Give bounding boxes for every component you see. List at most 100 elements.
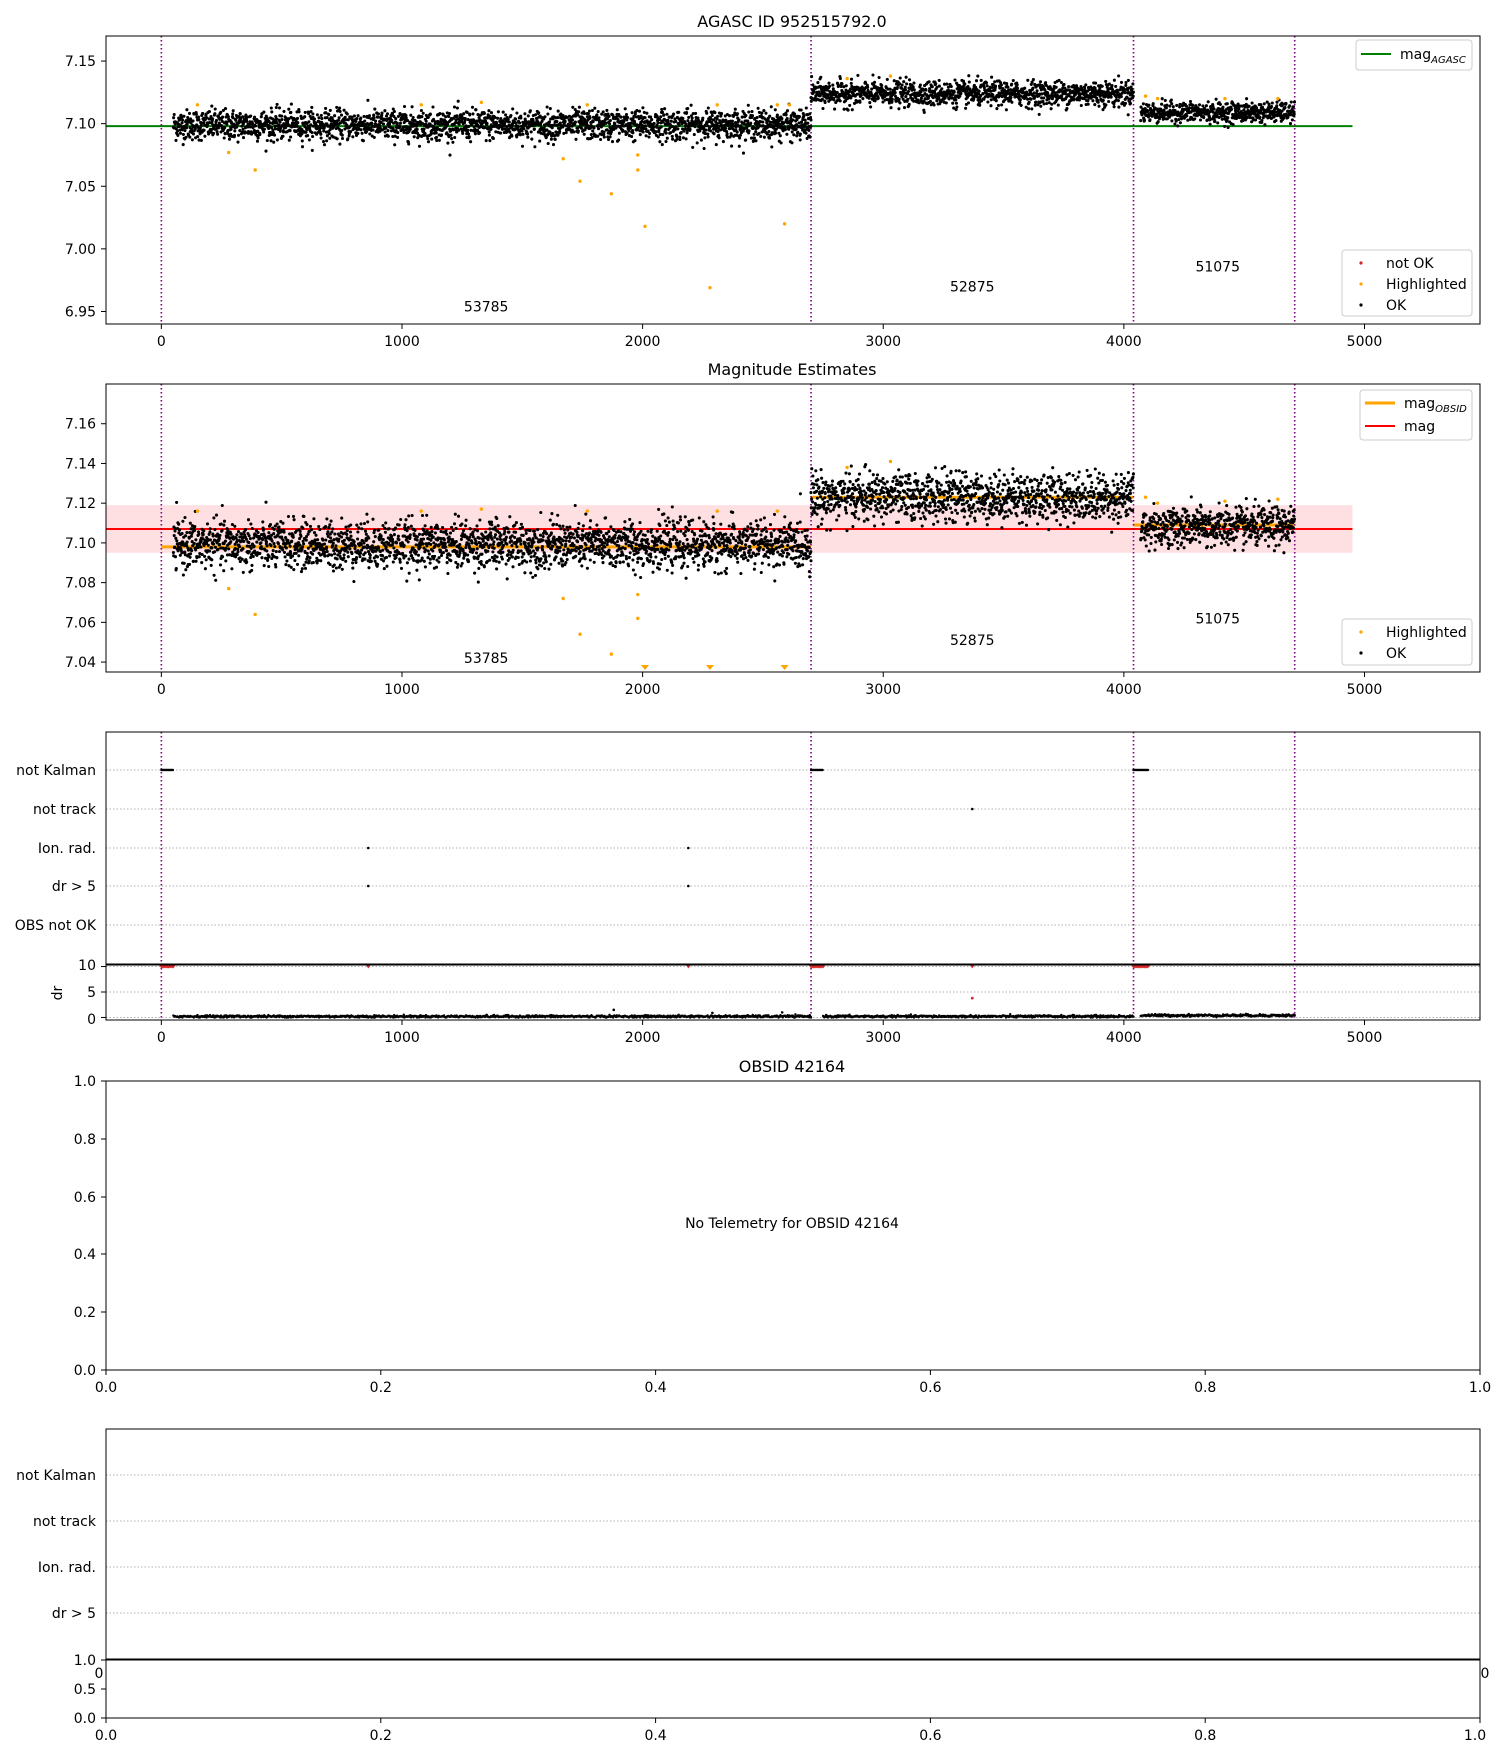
ok-point: [264, 149, 268, 153]
ok-point: [812, 90, 816, 94]
ok-point: [307, 111, 311, 116]
ok-point: [489, 111, 494, 115]
ok-point: [381, 122, 386, 126]
ok-point: [737, 144, 741, 148]
ok-point: [329, 519, 333, 523]
ok-point: [506, 117, 510, 121]
ok-point: [189, 534, 193, 538]
ok-point: [1163, 98, 1167, 102]
ok-point: [249, 114, 253, 118]
ok-point: [1174, 119, 1178, 123]
ok-point: [647, 135, 651, 139]
ok-point: [186, 115, 190, 120]
ok-point: [412, 135, 416, 139]
ok-point: [1142, 118, 1146, 122]
ok-point: [355, 523, 359, 527]
ok-point: [349, 534, 353, 538]
ok-point: [1004, 108, 1008, 112]
ok-point: [455, 106, 459, 110]
ok-point: [206, 543, 210, 547]
ok-point: [291, 514, 296, 518]
ok-point: [209, 130, 213, 134]
obsid-label: 52875: [950, 279, 995, 295]
ok-point: [816, 81, 820, 85]
ok-point: [171, 550, 175, 555]
ok-point: [180, 128, 184, 132]
ok-point: [422, 127, 426, 131]
ok-point: [218, 563, 223, 567]
ok-point: [1231, 122, 1235, 127]
ok-point: [327, 112, 331, 117]
ok-point: [507, 120, 511, 124]
ok-point: [1019, 103, 1023, 107]
legend-bottom: not OK Highlighted OK: [1341, 249, 1473, 317]
ok-point: [275, 102, 279, 106]
ok-point: [768, 114, 772, 118]
ok-point: [790, 141, 794, 145]
ok-point: [309, 528, 314, 532]
ok-point: [189, 121, 193, 125]
ok-point: [995, 107, 999, 111]
ok-point: [409, 113, 413, 117]
ok-point: [307, 559, 311, 563]
ok-point: [386, 129, 390, 133]
ok-point: [1292, 100, 1297, 104]
ok-point: [673, 128, 677, 132]
ok-point: [184, 568, 188, 572]
ok-point: [520, 144, 525, 148]
ok-point: [188, 135, 192, 139]
ok-point: [181, 573, 185, 577]
ok-point: [215, 130, 219, 134]
ok-point: [446, 141, 450, 145]
ok-point: [359, 543, 363, 547]
ok-point: [273, 127, 277, 131]
ok-point: [454, 118, 458, 122]
ok-point: [705, 124, 709, 128]
ok-point: [396, 114, 400, 118]
ok-point: [547, 120, 552, 124]
ok-point: [705, 111, 709, 115]
ok-point: [424, 119, 428, 123]
ok-point: [1056, 103, 1060, 107]
ok-point: [1035, 89, 1039, 93]
ok-point: [197, 532, 201, 536]
xtick-label: 5000: [1347, 334, 1383, 350]
ok-point: [677, 110, 681, 114]
ok-point: [187, 562, 192, 566]
ok-point: [804, 131, 808, 135]
ok-point: [1218, 102, 1222, 106]
ok-point: [844, 84, 848, 88]
ok-point: [809, 99, 813, 103]
ok-point: [1072, 97, 1076, 101]
ok-point: [453, 135, 457, 140]
ok-point: [525, 132, 530, 136]
ok-point: [434, 131, 438, 135]
ok-point: [798, 138, 802, 142]
ok-point: [214, 513, 219, 517]
ok-point: [378, 129, 382, 133]
ok-point: [274, 565, 278, 569]
ok-point: [757, 131, 761, 135]
ok-point: [644, 124, 648, 128]
ok-point: [637, 109, 642, 113]
ok-point: [237, 121, 241, 125]
ok-point: [207, 110, 211, 114]
ok-point: [741, 151, 746, 155]
ok-point: [269, 139, 273, 143]
ok-point: [1259, 103, 1263, 107]
ok-point: [272, 140, 276, 144]
ok-point: [214, 118, 219, 122]
ok-point: [338, 109, 342, 113]
ok-point: [258, 551, 262, 555]
ok-point: [188, 521, 192, 525]
ok-point: [247, 541, 251, 545]
ok-point: [265, 544, 269, 548]
ok-point: [553, 137, 557, 141]
ok-point: [1029, 97, 1033, 101]
ok-point: [532, 127, 536, 131]
legend-marker-ok: [1359, 303, 1363, 307]
ok-point: [873, 99, 877, 103]
ok-point: [191, 119, 195, 123]
ok-point: [466, 132, 471, 136]
ok-point: [366, 98, 370, 102]
